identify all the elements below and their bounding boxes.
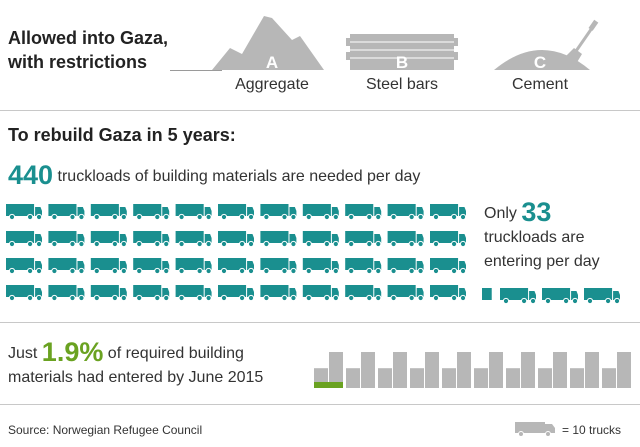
entering-number: 33 [521, 197, 552, 227]
cement-icon [494, 19, 599, 70]
needed-truck-icon [260, 285, 297, 302]
entering-line-1: Only 33 [484, 197, 634, 227]
aggregate-icon [212, 16, 324, 70]
needed-truck-icon [345, 285, 382, 302]
section-divider-bottom [0, 404, 640, 405]
share-bar [602, 352, 631, 388]
share-line-1: Just 1.9% of required building [8, 337, 318, 367]
source-note: Source: Norwegian Refugee Council [8, 423, 203, 437]
needed-truck-icon [260, 204, 297, 221]
entering-statement: Only 33 truckloads are entering per day [484, 197, 634, 274]
material-label-steel-bars: Steel bars [365, 76, 439, 93]
needed-truck-icon [302, 204, 339, 221]
needed-truck-icon [387, 231, 424, 248]
share-bar [378, 352, 407, 388]
needed-truck-icon [90, 258, 127, 275]
needed-truck-icon [345, 204, 382, 221]
entering-trucks-chart [482, 288, 621, 304]
needed-number: 440 [8, 160, 54, 190]
legend-truck-icon [515, 422, 555, 437]
entering-prefix: Only [484, 205, 517, 222]
needed-truck-icon [302, 258, 339, 275]
needed-truck-icon [48, 231, 85, 248]
needed-truck-icon [218, 258, 255, 275]
needed-truck-icon [48, 258, 85, 275]
share-prefix: Just [8, 345, 38, 362]
needed-truck-icon [345, 231, 382, 248]
entering-line-2: truckloads are [484, 229, 585, 246]
needed-truck-icon [430, 285, 467, 302]
materials-illustrations: A B C [212, 16, 599, 72]
share-text-1: of required building [103, 345, 244, 362]
header-line-1: Allowed into Gaza, [8, 28, 169, 48]
header-title: Allowed into Gaza, with restrictions [8, 26, 168, 74]
needed-truck-icon [387, 204, 424, 221]
needed-truck-icon [90, 204, 127, 221]
needed-text: truckloads of building materials are nee… [57, 168, 421, 185]
material-letter-b: B [396, 53, 408, 72]
needed-truck-icon [218, 204, 255, 221]
needed-truck-icon [48, 204, 85, 221]
section-divider-middle [0, 322, 640, 323]
needed-truck-icon [133, 258, 170, 275]
section-divider-top [0, 110, 640, 111]
needed-truck-icon [218, 285, 255, 302]
needed-truck-icon [6, 258, 43, 275]
share-bars-chart [314, 352, 631, 388]
needed-truck-icon [6, 285, 43, 302]
needed-truck-icon [6, 204, 43, 221]
needed-truck-icon [430, 204, 467, 221]
needed-truck-icon [175, 204, 212, 221]
entering-truck-icon [584, 288, 621, 304]
share-bar [474, 352, 503, 388]
share-filled-portion [314, 382, 343, 388]
needed-truck-icon [90, 285, 127, 302]
entering-partial-truck [482, 288, 492, 300]
share-bar [506, 352, 535, 388]
entering-truck-icon [500, 288, 537, 304]
material-letter-c: C [534, 53, 546, 72]
needed-truck-icon [175, 258, 212, 275]
needed-truck-icon [6, 231, 43, 248]
needed-truck-icon [133, 285, 170, 302]
share-statement: Just 1.9% of required building materials… [8, 337, 318, 390]
share-bar [410, 352, 439, 388]
share-percent: 1.9% [41, 337, 104, 367]
needed-truck-icon [302, 231, 339, 248]
needed-truck-icon [387, 285, 424, 302]
needed-truck-icon [175, 231, 212, 248]
needed-truck-icon [302, 285, 339, 302]
needed-truck-icon [430, 231, 467, 248]
needed-truck-icon [90, 231, 127, 248]
share-line-2: materials had entered by June 2015 [8, 369, 264, 386]
header-line-2: with restrictions [8, 52, 148, 72]
needed-truck-icon [48, 285, 85, 302]
legend-label: = 10 trucks [562, 423, 622, 437]
entering-truck-icon [542, 288, 579, 304]
material-label-aggregate: Aggregate [235, 76, 309, 93]
needed-truck-icon [430, 258, 467, 275]
needed-truck-icon [260, 231, 297, 248]
needed-truck-icon [133, 204, 170, 221]
steel-bars-icon [346, 34, 458, 70]
needed-statement: 440 truckloads of building materials are… [8, 160, 420, 191]
share-bar [538, 352, 567, 388]
share-bar [442, 352, 471, 388]
section-subtitle: To rebuild Gaza in 5 years: [8, 125, 236, 145]
header-divider [170, 70, 222, 71]
needed-truck-icon [218, 231, 255, 248]
needed-truck-icon [175, 285, 212, 302]
share-bar [346, 352, 375, 388]
material-letter-a: A [266, 53, 278, 72]
needed-truck-icon [387, 258, 424, 275]
needed-truck-icon [345, 258, 382, 275]
needed-truck-icon [260, 258, 297, 275]
needed-trucks-chart [6, 204, 467, 302]
entering-line-3: entering per day [484, 253, 600, 270]
material-label-cement: Cement [511, 76, 569, 93]
share-bar [570, 352, 599, 388]
needed-truck-icon [133, 231, 170, 248]
